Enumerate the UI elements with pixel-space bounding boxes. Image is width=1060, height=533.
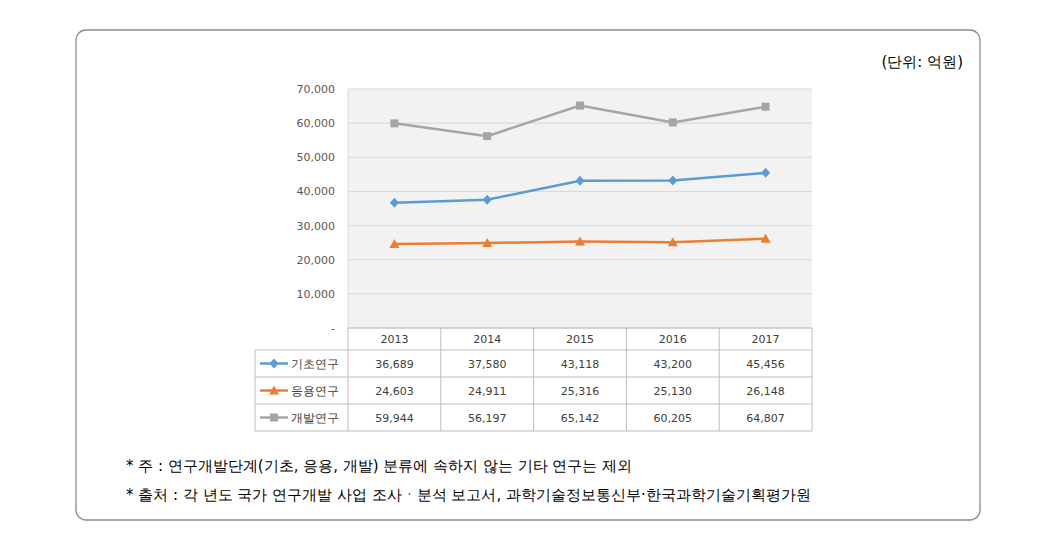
data-point — [762, 103, 770, 111]
table-value: 24,911 — [468, 385, 507, 398]
table-line — [533, 328, 534, 431]
data-point — [668, 176, 677, 186]
x-tick-label: 2017 — [752, 333, 780, 346]
table-line — [255, 431, 812, 432]
legend-label: 응용연구 — [291, 384, 339, 398]
table-line — [255, 350, 256, 431]
data-point — [482, 238, 492, 247]
table-line — [255, 350, 812, 351]
table-value: 59,944 — [375, 412, 414, 425]
table-line — [348, 328, 812, 329]
data-point — [575, 237, 585, 246]
unit-label: (단위: 억원) — [881, 53, 963, 71]
data-point — [668, 237, 678, 246]
y-axis-line — [348, 89, 349, 328]
grid-line — [348, 157, 812, 158]
table-value: 43,200 — [654, 358, 693, 371]
table-value: 25,316 — [561, 385, 600, 398]
y-tick-label: 30,000 — [297, 220, 336, 233]
table-value: 60,205 — [654, 412, 693, 425]
grid-line — [348, 328, 812, 329]
data-point — [669, 118, 677, 126]
data-point — [761, 168, 770, 178]
table-line — [255, 377, 812, 378]
series-line — [394, 173, 765, 203]
grid-line — [348, 293, 812, 294]
data-point — [483, 132, 491, 140]
data-point — [483, 195, 492, 205]
grid-line — [348, 89, 812, 90]
legend-marker — [270, 359, 279, 369]
series-group — [389, 102, 770, 248]
legend-marker — [269, 386, 279, 395]
frame — [76, 30, 980, 520]
x-tick-label: 2015 — [566, 333, 594, 346]
table-value: 45,456 — [746, 358, 785, 371]
table-line — [626, 328, 627, 431]
note: * 주 : 연구개발단계(기초, 응용, 개발) 분류에 속하지 않는 기타 연… — [126, 457, 632, 475]
x-tick-label: 2014 — [473, 333, 501, 346]
plot-area — [348, 89, 812, 328]
data-point — [390, 198, 399, 208]
table-value: 26,148 — [746, 385, 785, 398]
table-line — [348, 328, 349, 431]
grid-line — [348, 259, 812, 260]
table-value: 25,130 — [654, 385, 693, 398]
data-point — [390, 119, 398, 127]
grid-line — [348, 225, 812, 226]
data-point — [576, 102, 584, 110]
legend-marker — [270, 414, 278, 422]
table-value: 64,807 — [746, 412, 785, 425]
x-tick-label: 2013 — [380, 333, 408, 346]
grid-line — [348, 123, 812, 124]
table-value: 65,142 — [561, 412, 600, 425]
chart: (단위: 억원) - 10,000 20,000 30,000 40,000 50,000 6… — [0, 0, 1060, 533]
table-line — [812, 328, 813, 431]
x-tick-label: 2016 — [659, 333, 687, 346]
table-line — [719, 328, 720, 431]
grid-line — [348, 191, 812, 192]
note: * 출처 : 각 년도 국가 연구개발 사업 조사ㆍ분석 보고서, 과학기술정보… — [126, 486, 811, 504]
y-tick-label: - — [331, 322, 335, 335]
table-value: 24,603 — [375, 385, 414, 398]
legend-label: 기초연구 — [291, 357, 339, 371]
y-tick-label: 60,000 — [297, 117, 336, 130]
table-value: 36,689 — [375, 358, 414, 371]
table-line — [440, 328, 441, 431]
y-tick-label: 20,000 — [297, 254, 336, 267]
y-tick-label: 50,000 — [297, 151, 336, 164]
table-value: 37,580 — [468, 358, 507, 371]
y-tick-label: 70,000 — [297, 83, 336, 96]
series-line — [394, 106, 765, 137]
legend-label: 개발연구 — [291, 411, 339, 425]
table-value: 56,197 — [468, 412, 507, 425]
table-value: 43,118 — [561, 358, 600, 371]
data-point — [389, 239, 399, 248]
y-tick-label: 10,000 — [297, 288, 336, 301]
data-point — [576, 176, 585, 186]
y-tick-label: 40,000 — [297, 185, 336, 198]
data-point — [761, 234, 771, 243]
table-line — [255, 404, 812, 405]
